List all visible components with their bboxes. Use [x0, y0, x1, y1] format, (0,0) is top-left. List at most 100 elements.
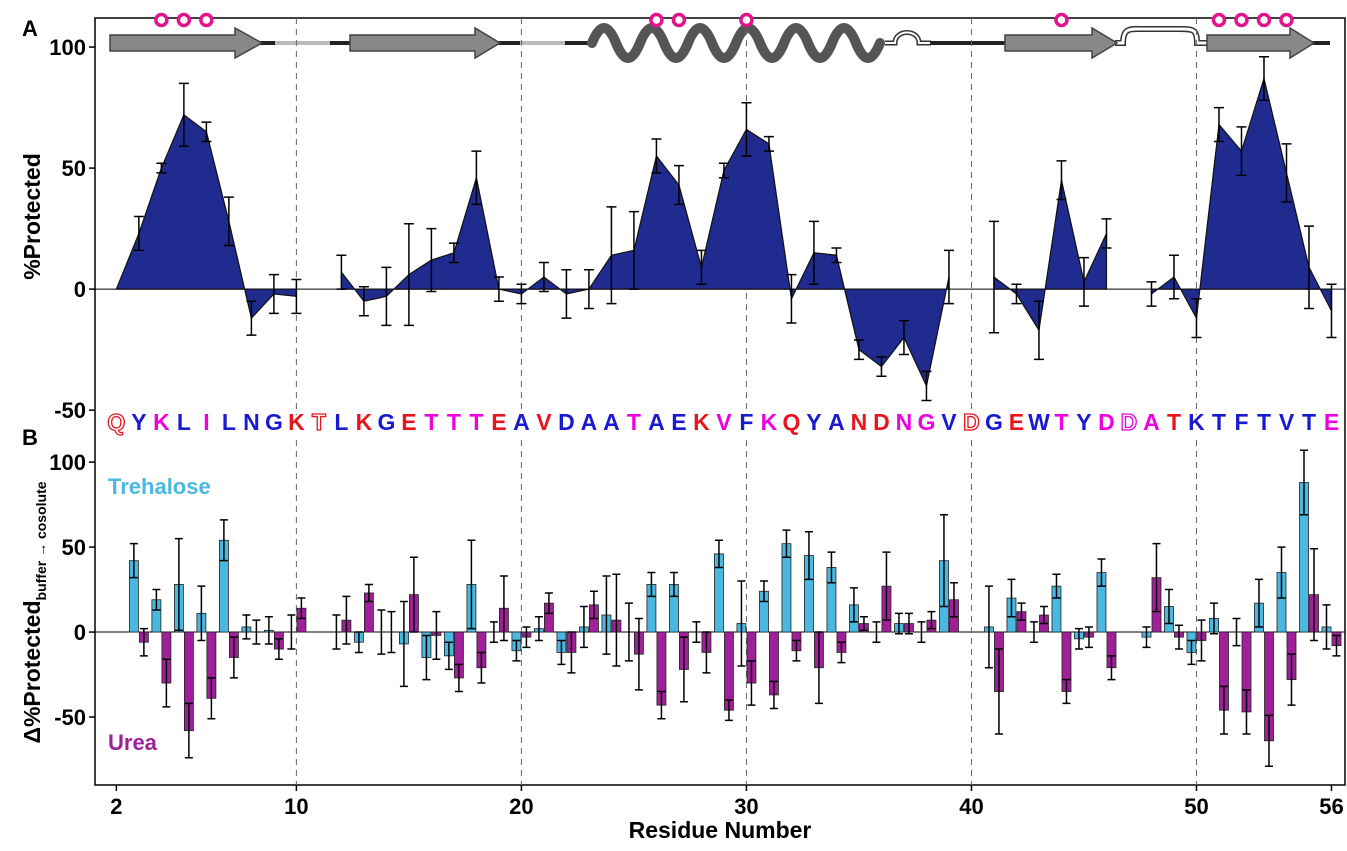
- sequence-letter: V: [536, 409, 552, 435]
- error-bar: [1101, 218, 1112, 249]
- error-bar: [133, 215, 144, 252]
- error-bar: [927, 610, 936, 630]
- panel-letter: A: [22, 16, 38, 41]
- sequence-letter: N: [243, 409, 260, 435]
- sequence-letter: E: [401, 409, 416, 435]
- sequence-letter: A: [513, 409, 530, 435]
- error-bar: [432, 610, 441, 660]
- sequence-letter: K: [356, 409, 373, 435]
- error-bar: [628, 210, 639, 290]
- error-bar: [763, 135, 774, 152]
- error-bar: [489, 621, 498, 643]
- error-bar: [522, 626, 531, 649]
- error-bar: [364, 583, 373, 603]
- error-bar: [1084, 626, 1093, 649]
- error-bar: [853, 339, 864, 361]
- sequence-letter: N: [896, 409, 913, 435]
- error-bar: [197, 585, 206, 642]
- error-bar: [381, 266, 392, 327]
- error-bar: [342, 595, 351, 645]
- error-bar: [904, 612, 913, 635]
- error-bar: [538, 261, 549, 293]
- sequence-letter: A: [581, 409, 598, 435]
- sequence-letter: F: [739, 409, 753, 435]
- error-bar: [1007, 578, 1016, 618]
- sequence-letter: E: [491, 409, 506, 435]
- error-bar: [1146, 281, 1157, 307]
- error-bar: [274, 638, 283, 660]
- error-bar: [129, 542, 138, 579]
- error-bar: [984, 585, 993, 669]
- sequence-letter: T: [1167, 409, 1181, 435]
- plot-frame: [94, 17, 1346, 786]
- error-bar: [1213, 106, 1224, 143]
- sequence-letter: G: [265, 409, 283, 435]
- error-bar: [264, 615, 273, 645]
- error-bar: [1164, 588, 1173, 625]
- error-bar: [651, 138, 662, 174]
- error-bar: [606, 206, 617, 305]
- error-bar: [1326, 283, 1337, 339]
- residue-marker: [649, 12, 664, 28]
- sequence-letter: L: [177, 409, 191, 435]
- y-axis-label-sub: buffer → cosolute: [33, 481, 49, 600]
- protection-area: [115, 76, 1333, 388]
- error-bar: [174, 537, 183, 632]
- error-bar: [702, 631, 711, 674]
- error-bar: [1107, 655, 1116, 681]
- sequence-letter: V: [941, 409, 957, 435]
- sequence-letter: V: [716, 409, 732, 435]
- error-bar: [1300, 449, 1308, 516]
- error-bar: [467, 539, 476, 630]
- error-bar: [827, 551, 836, 584]
- sequence-letter: F: [1234, 409, 1248, 435]
- error-bar: [837, 641, 846, 664]
- error-bar: [769, 680, 778, 710]
- error-bar: [876, 356, 887, 378]
- error-bar: [499, 575, 508, 642]
- error-bar: [1142, 626, 1151, 649]
- sequence-letter: K: [761, 409, 778, 435]
- error-bar: [567, 631, 576, 674]
- error-bar: [1236, 126, 1247, 177]
- secondary-structure: [109, 23, 1330, 63]
- sequence-letter: Q: [782, 409, 800, 435]
- error-bar: [949, 582, 958, 618]
- sequence-letter: K: [288, 409, 305, 435]
- error-bar: [808, 220, 819, 286]
- sequence-letter: Y: [806, 409, 821, 435]
- y-tick-label: 0: [74, 277, 86, 302]
- sequence-letter: A: [1143, 409, 1160, 435]
- sequence-letter: I: [203, 409, 209, 435]
- error-bar: [268, 273, 279, 315]
- sequence-letter: L: [334, 409, 348, 435]
- sequence-letter: T: [1054, 409, 1068, 435]
- sequence-letter: T: [1257, 409, 1271, 435]
- sequence-letter: V: [1279, 409, 1295, 435]
- error-bar: [849, 587, 858, 623]
- residue-marker: [1054, 12, 1069, 28]
- error-bar: [201, 121, 212, 143]
- error-bar: [291, 278, 302, 315]
- error-bar: [1052, 573, 1061, 599]
- error-bar: [1264, 714, 1273, 768]
- sequence-letter: K: [153, 409, 170, 435]
- error-bar: [759, 580, 768, 603]
- error-bar: [332, 614, 341, 650]
- error-bar: [534, 615, 543, 642]
- error-bar: [1197, 619, 1206, 662]
- error-bar: [988, 220, 999, 334]
- y-tick-label: 0: [74, 620, 86, 645]
- error-bar: [287, 614, 296, 650]
- x-tick-label: 20: [509, 794, 533, 819]
- sequence-letter: E: [1009, 409, 1024, 435]
- sequence-letter: T: [424, 409, 438, 435]
- error-bar: [1277, 546, 1286, 599]
- error-bar: [894, 612, 903, 635]
- error-bar: [152, 588, 161, 611]
- error-bar: [859, 615, 868, 632]
- error-bar: [1029, 621, 1038, 643]
- x-tick-label: 30: [734, 794, 758, 819]
- error-bar: [657, 690, 666, 720]
- error-bar: [219, 519, 228, 562]
